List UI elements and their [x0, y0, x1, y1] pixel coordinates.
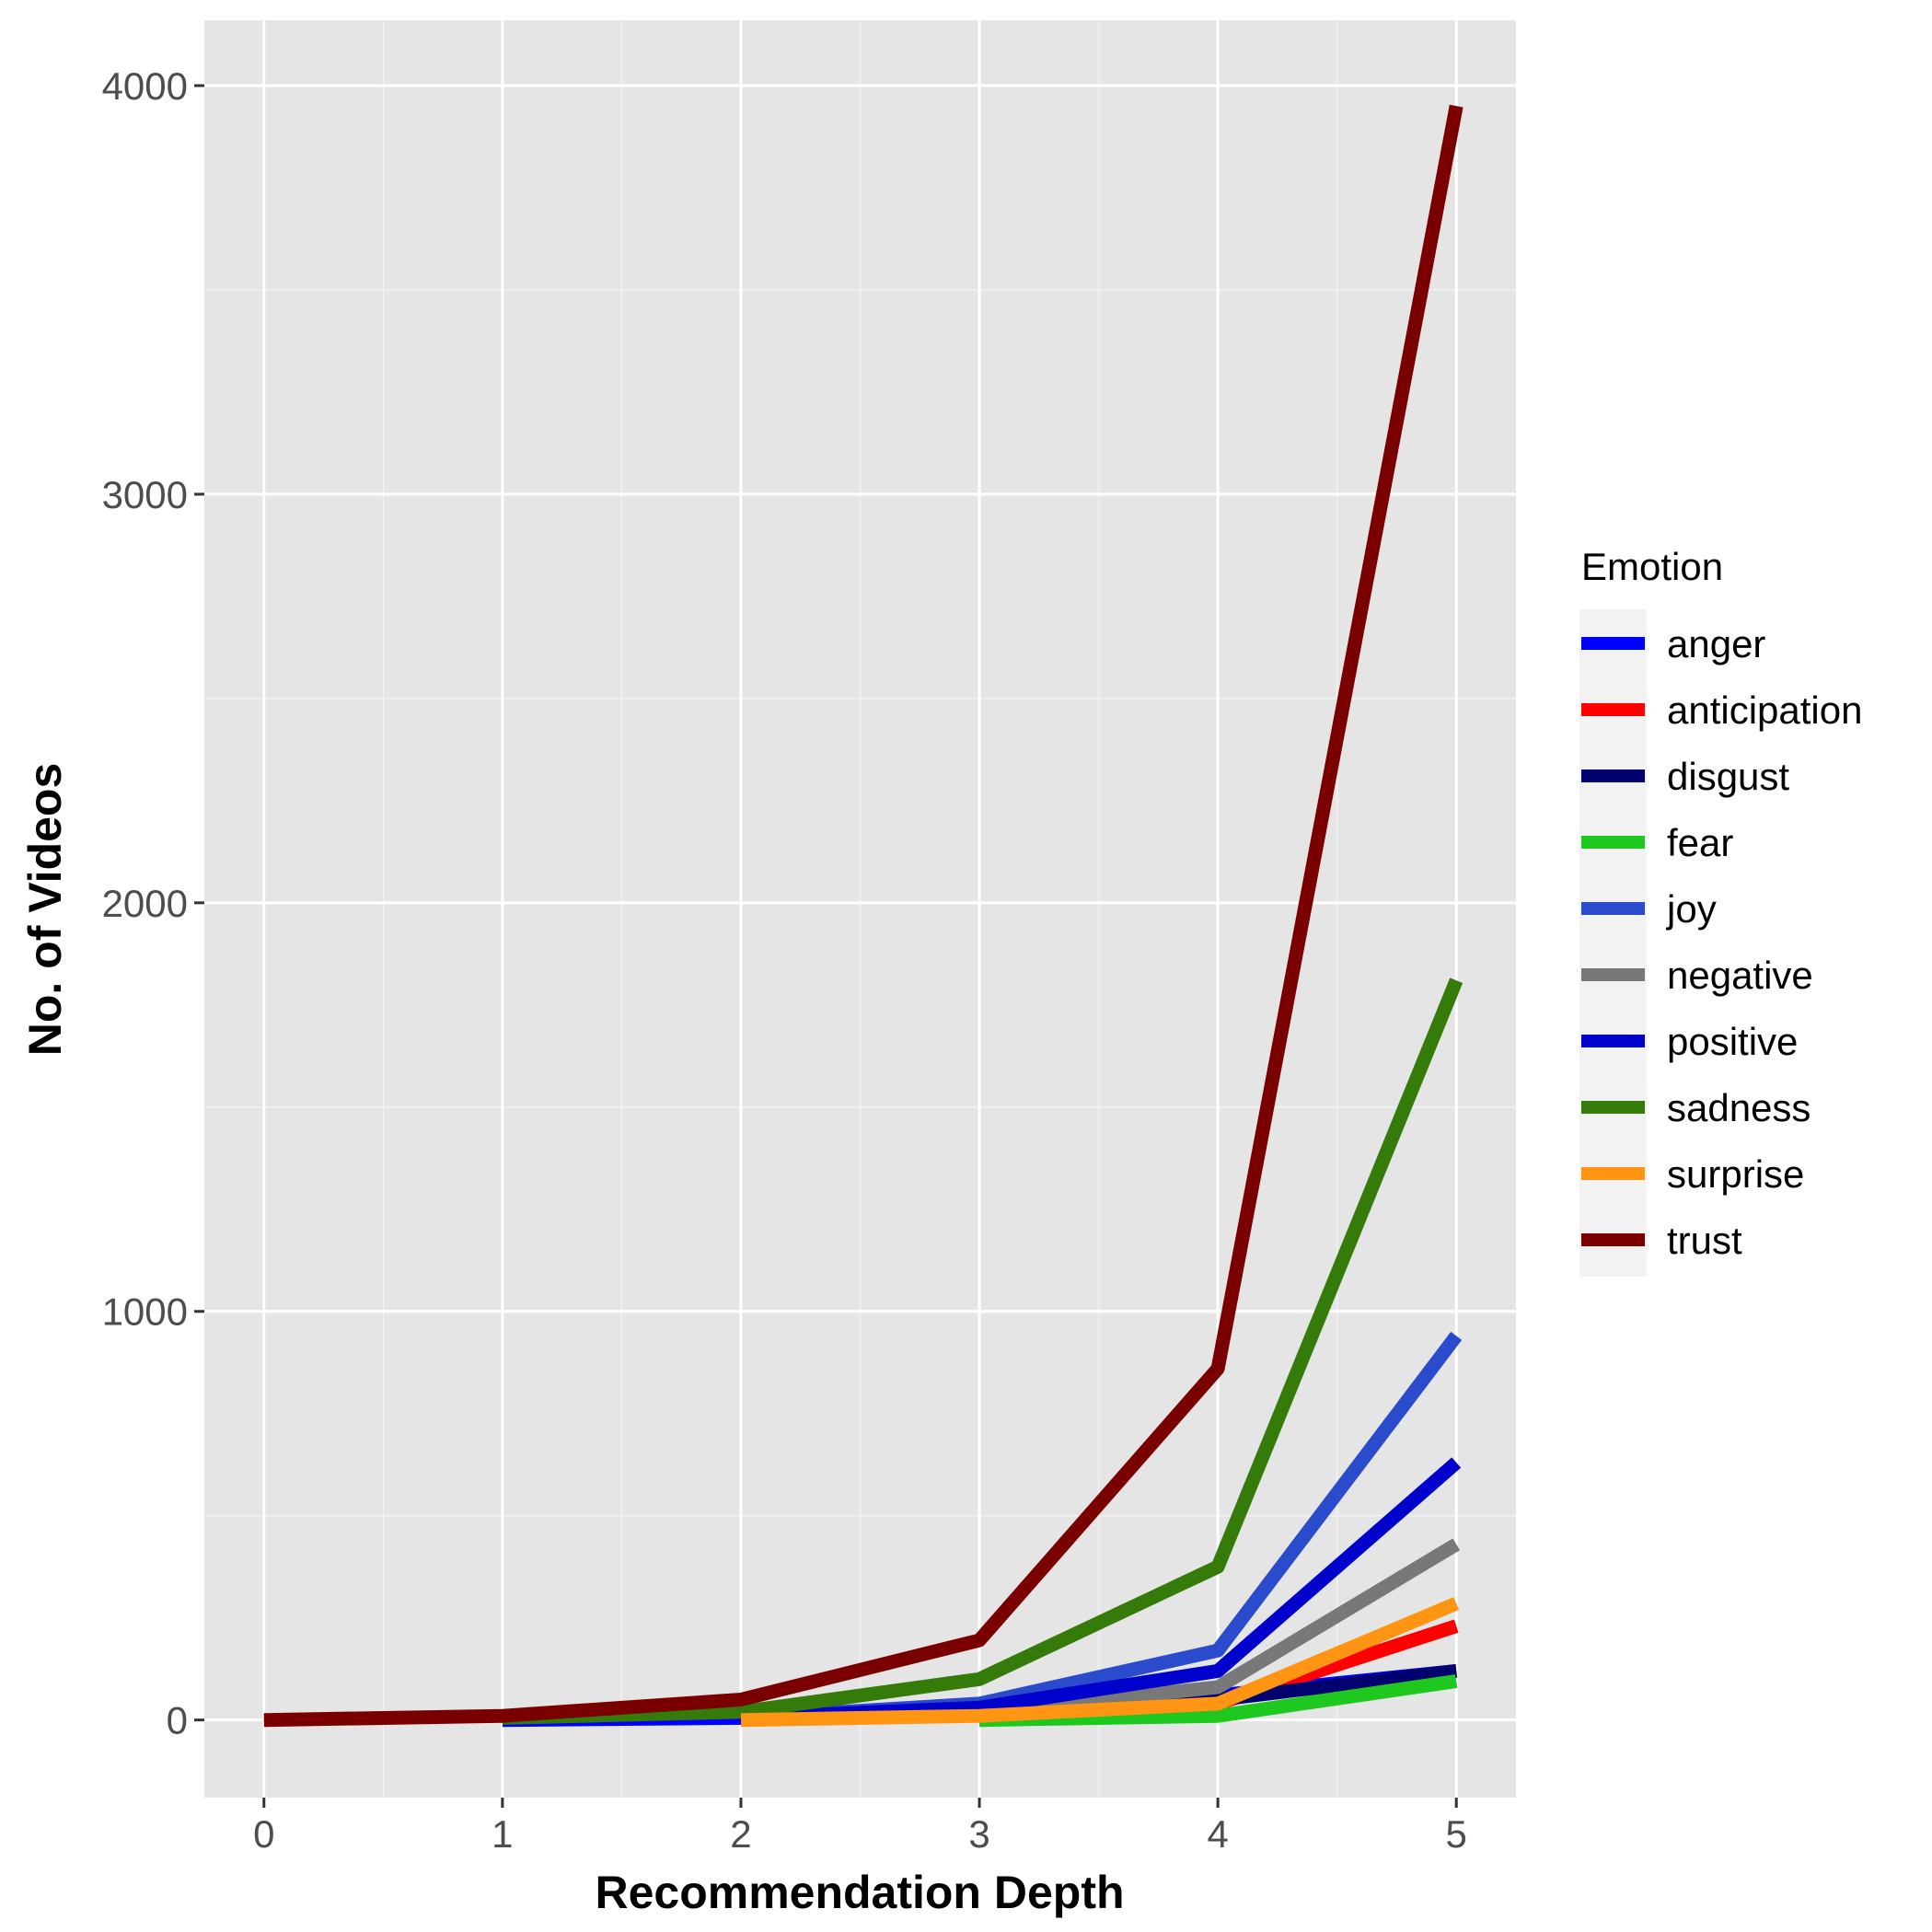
- legend-item-fear: fear: [1581, 821, 1733, 864]
- minor-gridlines: [204, 20, 1516, 1798]
- legend-item-joy: joy: [1581, 887, 1717, 931]
- legend-swatch: [1581, 1035, 1645, 1047]
- series-line-trust: [263, 104, 1463, 1728]
- legend-label: anticipation: [1667, 688, 1862, 732]
- legend-swatch: [1581, 1167, 1645, 1180]
- legend-key-background: [1579, 609, 1647, 1277]
- x-axis-title: Recommendation Depth: [595, 1867, 1124, 1918]
- x-tick-label: 1: [492, 1812, 513, 1856]
- legend-label: sadness: [1667, 1086, 1811, 1129]
- legend-swatch: [1581, 902, 1645, 915]
- legend-title: Emotion: [1581, 545, 1723, 588]
- legend-swatch: [1581, 836, 1645, 849]
- legend-item-anger: anger: [1581, 622, 1765, 665]
- legend-item-negative: negative: [1581, 954, 1813, 997]
- y-tick-label: 2000: [102, 882, 188, 925]
- legend-swatch: [1581, 1101, 1645, 1114]
- series-line-surprise: [740, 1597, 1460, 1728]
- legend-swatch: [1581, 1233, 1645, 1246]
- series-lines: [263, 104, 1463, 1728]
- legend-swatch: [1581, 703, 1645, 716]
- series-line-sadness: [502, 978, 1463, 1725]
- x-tick-label: 5: [1446, 1812, 1467, 1856]
- y-tick-label: 4000: [102, 64, 188, 108]
- legend-item-positive: positive: [1581, 1020, 1798, 1063]
- legend-item-disgust: disgust: [1581, 755, 1789, 798]
- y-tick-label: 0: [167, 1699, 188, 1742]
- x-tick-label: 2: [730, 1812, 751, 1856]
- legend-item-trust: trust: [1581, 1219, 1742, 1262]
- y-tick-label: 3000: [102, 473, 188, 516]
- legend-item-surprise: surprise: [1581, 1152, 1804, 1196]
- legend-swatch: [1581, 968, 1645, 981]
- legend: Emotion anger anticipation disgust fear joy n…: [1579, 545, 1862, 1277]
- x-tick-label: 4: [1207, 1812, 1228, 1856]
- legend-label: surprise: [1667, 1152, 1804, 1196]
- legend-label: negative: [1667, 954, 1813, 997]
- legend-item-anticipation: anticipation: [1581, 688, 1862, 732]
- y-axis-title: No. of Videos: [19, 763, 71, 1057]
- legend-label: trust: [1667, 1219, 1742, 1262]
- legend-label: fear: [1667, 821, 1733, 864]
- legend-label: disgust: [1667, 755, 1789, 798]
- legend-item-sadness: sadness: [1581, 1086, 1811, 1129]
- x-tick-label: 0: [253, 1812, 274, 1856]
- legend-swatch: [1581, 769, 1645, 782]
- legend-label: anger: [1667, 622, 1765, 665]
- legend-label: joy: [1665, 887, 1717, 931]
- x-tick-label: 3: [968, 1812, 989, 1856]
- legend-items: anger anticipation disgust fear joy negative p…: [1581, 622, 1862, 1262]
- y-tick-label: 1000: [102, 1290, 188, 1334]
- legend-label: positive: [1667, 1020, 1798, 1063]
- legend-swatch: [1581, 637, 1645, 650]
- axis-ticks: 0 1 2 3 4 5 0 1000 2000 3000 4000: [102, 64, 1467, 1856]
